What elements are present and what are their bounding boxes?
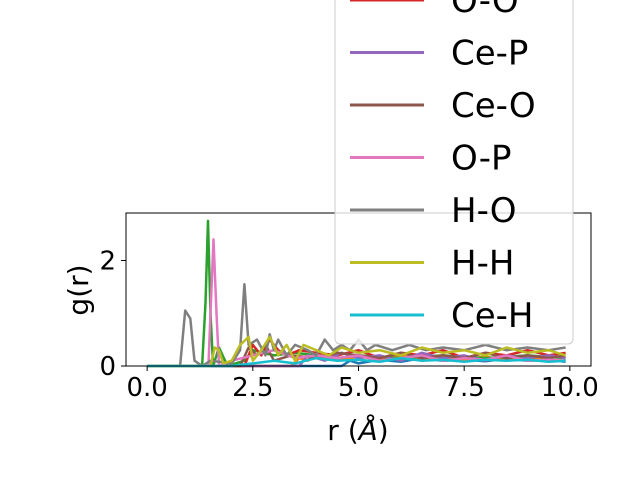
series-line-o-o <box>147 338 566 368</box>
x-axis-label: r (Å) <box>327 413 388 447</box>
legend-label-o-o: O-O <box>451 0 519 21</box>
y-tick-label: 0 <box>99 352 116 382</box>
x-tick-label: 0.0 <box>126 373 167 403</box>
y-axis-label: g(r) <box>62 264 95 315</box>
legend-label-ce-p: Ce-P <box>451 34 528 74</box>
series-line-ce-h <box>147 356 566 368</box>
legend-label-h-h: H-H <box>451 244 514 284</box>
series-line-o-p <box>147 238 566 368</box>
x-tick-label: 2.5 <box>232 373 273 403</box>
legend-frame <box>334 0 574 345</box>
y-axis: 02 <box>99 246 126 382</box>
legend-label-o-p: O-P <box>451 139 511 179</box>
legend-label-h-o: H-O <box>451 191 517 231</box>
x-tick-label: 7.5 <box>444 373 485 403</box>
x-tick-label: 5.0 <box>338 373 379 403</box>
plot-lines <box>147 219 566 368</box>
x-axis: 0.0 2.5 5.0 7.5 10.0 <box>126 366 599 403</box>
y-tick-label: 2 <box>99 246 116 276</box>
legend-label-ce-h: Ce-H <box>451 296 534 336</box>
series-line-h-h <box>147 335 566 368</box>
x-tick-label: 10.0 <box>541 373 599 403</box>
legend: O-O Ce-P Ce-O O-P H-O H-H Ce-H <box>334 0 574 345</box>
legend-label-ce-o: Ce-O <box>451 86 536 126</box>
